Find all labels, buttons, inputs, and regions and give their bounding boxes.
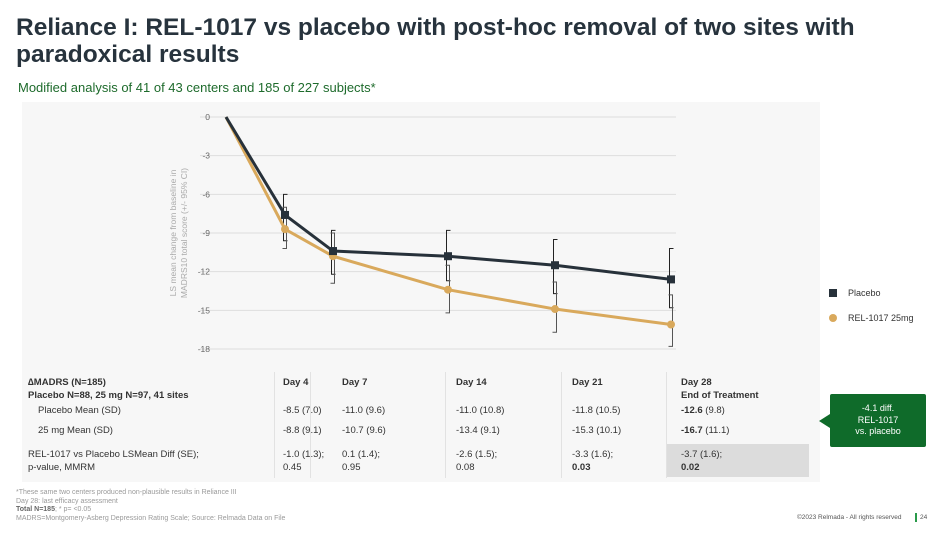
data-point [667,275,675,284]
table-cell: -16.7 (11.1) [681,425,730,436]
square-marker-icon [829,289,837,297]
divider [915,513,917,522]
copyright: ©2023 Relmada - All rights reserved [797,514,902,521]
data-point [551,305,559,314]
page-number: 24 [920,514,928,521]
table-cell: -15.3 (10.1) [572,425,622,436]
table-cell: -11.0 (10.8) [456,405,505,416]
data-point [281,210,289,219]
legend-label: Placebo [848,288,881,298]
y-tick-label: -9 [202,228,210,238]
error-bar [668,294,673,347]
table-cell: -11.8 (10.5) [572,405,621,416]
series-line-rel-1017-25mg [224,116,672,326]
diff-cell: 0.1 (1.4); 0.95 [342,449,381,473]
data-point [281,225,289,234]
y-tick-label: -3 [202,151,210,161]
col-day28: Day 28 End of Treatment [681,377,759,401]
diff-cell: -3.3 (1.6); 0.03 [572,449,614,473]
diff-label: REL-1017 vs Placebo LSMean Diff (SE); p-v… [28,449,199,473]
y-tick-label: -18 [198,344,211,354]
table-cell: -8.5 (7.0) [283,405,322,416]
y-tick-label: -12 [198,267,211,277]
y-axis-label: LS mean change from baseline inMADRS10 t… [168,168,189,298]
data-point [329,247,337,256]
divider [274,372,275,478]
circle-marker-icon [829,314,837,322]
y-tick-label: -6 [202,189,210,199]
data-point [551,261,559,270]
diff-cell: -2.6 (1.5); 0.08 [456,449,498,473]
divider [666,372,667,478]
chart-table-panel [22,102,820,482]
table-cell: -8.8 (9.1) [283,425,322,436]
data-point [667,320,675,329]
subtitle: Modified analysis of 41 of 43 centers an… [18,80,376,95]
slide-title: Reliance I: REL-1017 vs placebo with pos… [16,14,855,68]
row-label: Placebo Mean (SD) [38,405,121,416]
day28-highlight [666,444,809,477]
col-day4: Day 4 [283,377,309,388]
row-label: 25 mg Mean (SD) [38,425,113,436]
table-cell: -10.7 (9.6) [342,425,386,436]
col-day14: Day 14 [456,377,487,388]
y-axis-label-line: LS mean change from baseline in [168,169,178,296]
table-cell: -12.6 (9.8) [681,405,725,416]
diff-cell: -1.0 (1.3); 0.45 [283,449,325,473]
series-line-placebo [224,116,672,281]
legend-label: REL-1017 25mg [848,313,914,323]
footnotes: *These same two centers produced non-pla… [16,489,286,523]
col-day7: Day 7 [342,377,368,388]
col-day21: Day 21 [572,377,603,388]
table-cell: -11.0 (9.6) [342,405,386,416]
divider [445,372,446,478]
difference-callout: -4.1 diff. REL-1017 vs. placebo [819,394,926,447]
y-tick-label: -15 [198,305,211,315]
table-cell: -13.4 (9.1) [456,425,500,436]
y-axis-label-line: MADRS10 total score (+/- 95% CI) [179,168,189,298]
diff-cell: -3.7 (1.6); 0.02 [681,449,723,473]
divider [310,372,311,478]
data-point [444,285,452,294]
divider [561,372,562,478]
data-point [444,252,452,261]
table-header-label: ∆MADRS (N=185) Placebo N=88, 25 mg N=97, … [28,377,189,401]
y-tick-label: 0 [205,112,210,122]
